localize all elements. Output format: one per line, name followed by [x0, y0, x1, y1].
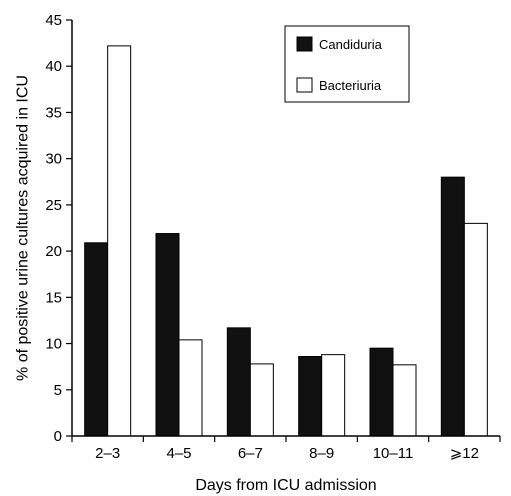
y-tick-label: 30	[45, 151, 62, 168]
bars	[84, 45, 488, 437]
y-axis-ticks: 0 5 10 15 20 25 30 35 40 45	[45, 12, 72, 445]
bar-candiduria-1	[84, 242, 109, 437]
y-axis-title: % of positive urine cultures acquired in…	[15, 75, 32, 381]
y-tick-label: 0	[54, 428, 62, 445]
y-tick-label: 40	[45, 58, 62, 75]
bar-candiduria-2	[155, 233, 180, 437]
x-tick-label: 8–9	[309, 445, 334, 462]
x-axis-title: Days from ICU admission	[195, 477, 376, 494]
x-axis-ticks: 2–3 4–5 6–7 8–9 10–11 ⩾12	[71, 436, 501, 462]
y-tick-label: 10	[45, 336, 62, 353]
y-tick-label: 45	[45, 12, 62, 29]
bar-candiduria-4	[298, 355, 323, 437]
bar-bacteriuria-4	[321, 354, 346, 437]
legend-label-candiduria: Candiduria	[319, 37, 383, 52]
bar-candiduria-6	[440, 176, 465, 437]
y-tick-label: 25	[45, 197, 62, 214]
bar-bacteriuria-5	[392, 364, 417, 437]
bar-candiduria-3	[226, 327, 251, 437]
y-tick-label: 20	[45, 243, 62, 260]
x-tick-label: 2–3	[95, 445, 120, 462]
bar-bacteriuria-3	[249, 363, 274, 437]
legend-label-bacteriuria: Bacteriuria	[319, 78, 382, 93]
y-tick-label: 15	[45, 289, 62, 306]
x-tick-label: 4–5	[166, 445, 191, 462]
bar-candiduria-5	[369, 347, 394, 437]
y-tick-label: 35	[45, 104, 62, 121]
legend-swatch-bacteriuria	[296, 77, 313, 93]
bar-bacteriuria-2	[178, 339, 203, 437]
legend-swatch-candiduria	[296, 36, 313, 52]
legend: Candiduria Bacteriuria	[284, 25, 410, 103]
bar-bacteriuria-1	[107, 45, 132, 437]
x-tick-label: 6–7	[238, 445, 263, 462]
bar-bacteriuria-6	[463, 222, 488, 437]
x-tick-label: 10–11	[373, 445, 414, 462]
y-tick-label: 5	[54, 382, 62, 399]
x-tick-label: ⩾12	[450, 445, 479, 462]
